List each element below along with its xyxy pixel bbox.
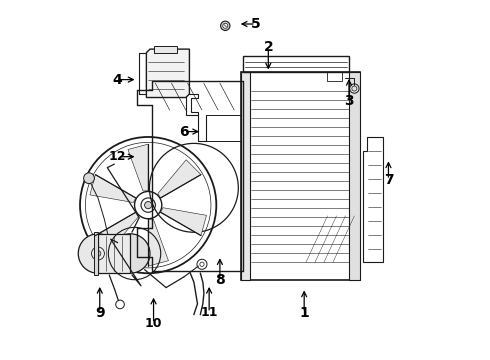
- Circle shape: [78, 234, 118, 273]
- Bar: [242, 72, 250, 280]
- Text: 4: 4: [113, 73, 122, 87]
- Circle shape: [223, 23, 228, 28]
- Polygon shape: [128, 144, 148, 191]
- Text: 6: 6: [179, 125, 189, 139]
- Bar: [153, 46, 177, 53]
- Polygon shape: [147, 49, 190, 98]
- Bar: [243, 56, 349, 72]
- Polygon shape: [161, 208, 206, 235]
- Text: 12: 12: [109, 150, 126, 163]
- Polygon shape: [148, 219, 169, 266]
- Bar: [349, 72, 360, 280]
- Polygon shape: [96, 212, 139, 251]
- Text: 3: 3: [344, 94, 354, 108]
- Circle shape: [145, 202, 152, 209]
- Text: 2: 2: [264, 40, 273, 54]
- Circle shape: [84, 173, 95, 184]
- Polygon shape: [90, 175, 136, 203]
- Text: 10: 10: [145, 317, 162, 330]
- Text: 8: 8: [215, 273, 225, 287]
- Text: 1: 1: [299, 306, 309, 320]
- Circle shape: [220, 21, 230, 31]
- Circle shape: [111, 234, 150, 273]
- Text: 7: 7: [384, 173, 393, 187]
- Polygon shape: [158, 160, 201, 198]
- Bar: [98, 234, 130, 273]
- Text: 11: 11: [200, 306, 218, 319]
- Text: 9: 9: [95, 306, 104, 320]
- Text: 5: 5: [251, 17, 261, 31]
- Bar: [94, 232, 98, 275]
- Circle shape: [350, 84, 359, 93]
- Circle shape: [95, 251, 101, 256]
- Bar: [242, 72, 360, 280]
